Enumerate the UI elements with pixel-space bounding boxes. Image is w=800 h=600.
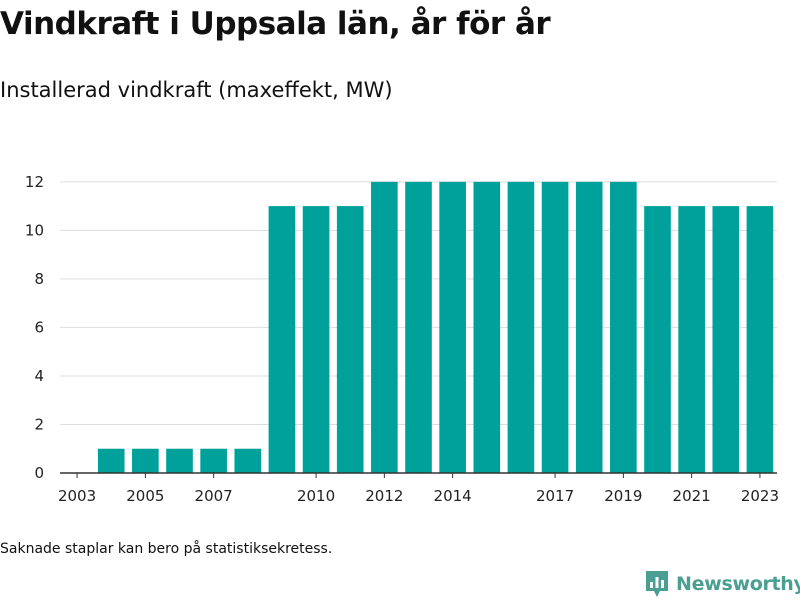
- bar: [473, 181, 501, 473]
- y-tick-label: 2: [34, 415, 44, 433]
- bar: [541, 181, 569, 473]
- x-tick-label: 2014: [434, 487, 472, 505]
- bar: [678, 206, 705, 473]
- x-tick-label: 2019: [604, 487, 642, 505]
- x-tick-label: 2023: [741, 487, 779, 505]
- x-tick-label: 2010: [297, 487, 335, 505]
- bar: [507, 181, 535, 473]
- chart-subtitle: Installerad vindkraft (maxeffekt, MW): [0, 78, 393, 102]
- bar: [610, 181, 637, 473]
- brand-logo: Newsworthy: [644, 568, 800, 600]
- bar: [268, 206, 296, 473]
- chart-title: Vindkraft i Uppsala län, år för år: [0, 6, 551, 42]
- bar-chart: 0 2 4 6 8 10 12 2003 2005 2007 2010 2012 2014 2017 201…: [25, 173, 779, 505]
- y-tick-label: 12: [25, 173, 44, 191]
- bars: [97, 181, 774, 473]
- bar: [371, 181, 398, 473]
- bar: [712, 206, 740, 473]
- bar: [166, 448, 193, 473]
- x-tick-label: 2012: [365, 487, 403, 505]
- bar: [200, 448, 227, 473]
- brand-name: Newsworthy: [676, 573, 800, 595]
- y-tick-label: 8: [34, 270, 44, 288]
- bar: [575, 181, 603, 473]
- bar: [439, 181, 466, 473]
- bar: [97, 448, 125, 473]
- bar: [302, 206, 330, 473]
- bar: [132, 448, 159, 473]
- y-tick-label: 6: [34, 318, 44, 336]
- x-tick-label: 2017: [536, 487, 574, 505]
- y-tick-label: 10: [25, 221, 44, 239]
- bar: [234, 448, 262, 473]
- x-tick-label: 2005: [126, 487, 164, 505]
- y-tick-label: 0: [34, 464, 44, 482]
- bar: [336, 206, 364, 473]
- x-tick-label: 2003: [58, 487, 96, 505]
- bar: [746, 206, 774, 473]
- x-tick-label: 2021: [673, 487, 711, 505]
- footnote: Saknade staplar kan bero på statistiksek…: [0, 541, 333, 557]
- bar: [405, 181, 432, 473]
- x-tick-label: 2007: [195, 487, 233, 505]
- axes: 0 2 4 6 8 10 12 2003 2005 2007 2010 2012 2014 2017 201…: [25, 173, 779, 505]
- newsworthy-logo-icon: [646, 571, 668, 597]
- y-tick-label: 4: [34, 367, 44, 385]
- bar: [644, 206, 671, 473]
